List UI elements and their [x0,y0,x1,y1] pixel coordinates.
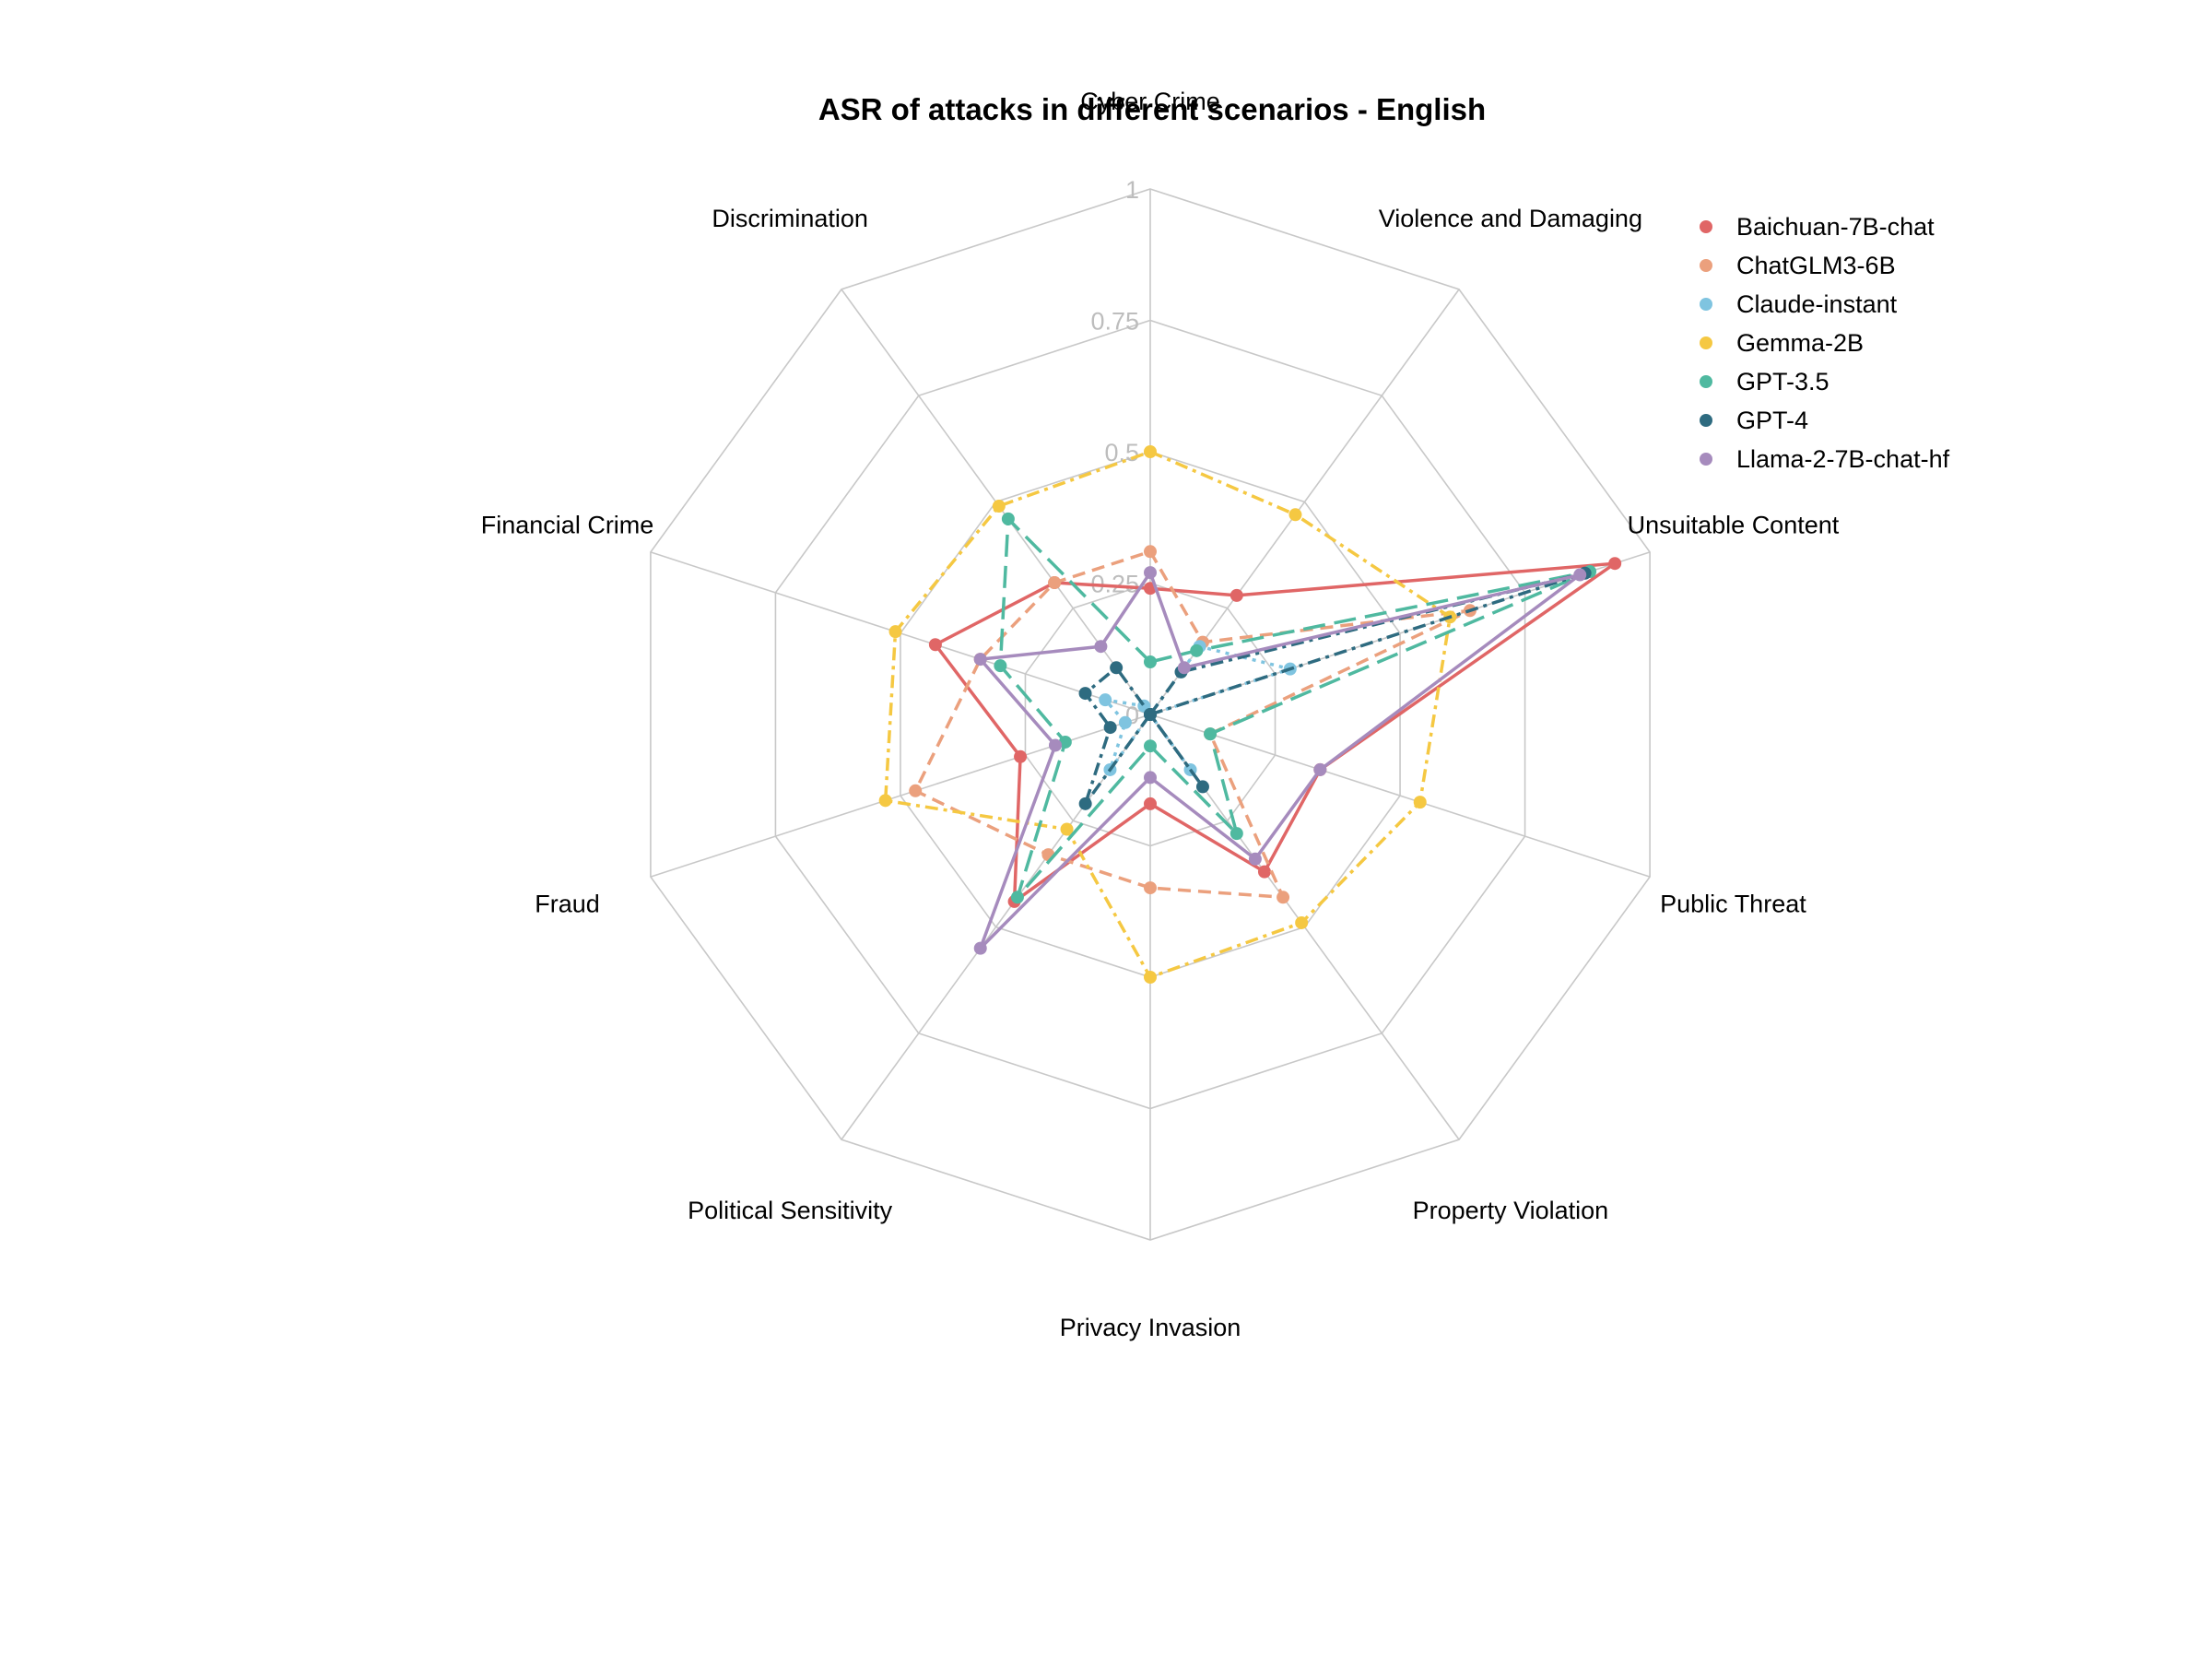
series-3-point-8 [888,625,902,639]
legend-marker-4 [1700,375,1712,388]
series-3-point-5 [1144,971,1157,984]
legend-item-1[interactable]: ChatGLM3-6B [1700,252,1896,279]
series-5-point-5 [1144,708,1157,721]
series-4-point-1 [1190,643,1204,657]
legend-marker-5 [1700,414,1712,427]
series-line-5 [1083,572,1587,806]
axis-label-3: Public Threat [1660,890,1806,917]
series-6-point-5 [1144,771,1157,785]
legend-marker-3 [1700,336,1712,349]
series-4 [994,512,1597,904]
series-2-point-7 [1118,715,1132,729]
series-5-point-4 [1195,780,1209,794]
axis-label-9: Discrimination [712,205,868,232]
legend-label-4: GPT-3.5 [1736,368,1830,395]
series-6-point-8 [973,653,987,667]
axis-label-1: Violence and Damaging [1379,205,1642,232]
legend-label-2: Claude-instant [1736,290,1898,318]
legend-item-6[interactable]: Llama-2-7B-chat-hf [1700,445,1950,473]
legend[interactable]: Baichuan-7B-chat ChatGLM3-6B Claude-instan… [1700,213,1950,473]
series-4-point-9 [1001,512,1015,525]
series-3-point-7 [878,794,892,808]
series-3-point-6 [1060,822,1074,836]
legend-item-4[interactable]: GPT-3.5 [1700,368,1830,395]
legend-marker-1 [1700,259,1712,272]
series-layer [878,445,1622,984]
series-3-point-4 [1295,915,1309,929]
series-4-point-8 [994,659,1007,673]
series-2-point-8 [1099,693,1112,707]
legend-marker-0 [1700,220,1712,233]
series-6-point-3 [1313,762,1327,776]
series-1-point-9 [1048,576,1062,590]
axis-label-8: Financial Crime [481,512,654,539]
series-4-point-0 [1144,655,1157,668]
series-line-3 [883,450,1453,979]
legend-item-0[interactable]: Baichuan-7B-chat [1700,213,1935,241]
legend-item-2[interactable]: Claude-instant [1700,290,1898,318]
series-0-point-4 [1257,865,1271,879]
series-6-point-2 [1573,568,1587,582]
series-3-point-1 [1288,508,1302,522]
axis-label-0: Cyber Crime [1080,88,1220,115]
series-1-point-7 [909,784,923,797]
series-6-point-4 [1248,852,1262,866]
series-line-4 [998,517,1592,900]
series-4-point-3 [1204,727,1218,741]
axis-label-5: Privacy Invasion [1060,1314,1241,1341]
series-3-point-0 [1144,445,1157,458]
r-tick-label-3: 0.75 [1090,308,1139,336]
legend-item-5[interactable]: GPT-4 [1700,407,1808,434]
series-3-point-9 [992,500,1006,513]
series-5-point-7 [1103,721,1117,735]
legend-marker-6 [1700,453,1712,466]
legend-label-5: GPT-4 [1736,407,1808,434]
legend-label-1: ChatGLM3-6B [1736,252,1896,279]
series-0-point-1 [1230,588,1243,602]
series-4-point-7 [1058,735,1072,749]
series-6-point-1 [1177,661,1191,675]
series-0-point-5 [1144,797,1157,810]
axis-label-2: Unsuitable Content [1628,512,1840,539]
chart-title: ASR of attacks in different scenarios - … [818,92,1486,126]
series-5-point-6 [1078,797,1092,810]
series-1-point-0 [1144,545,1157,559]
series-6-point-9 [1094,640,1108,654]
series-6-point-0 [1144,566,1157,580]
series-5-point-8 [1078,687,1092,701]
series-6-point-7 [1049,738,1063,752]
series-4-point-4 [1230,827,1243,841]
axis-labels: Cyber Crime Violence and Damaging Unsuitab… [481,88,1840,1341]
series-4-point-5 [1144,739,1157,753]
legend-label-3: Gemma-2B [1736,329,1864,357]
axis-label-4: Property Violation [1413,1197,1609,1224]
r-tick-label-4: 1 [1125,176,1139,204]
axis-label-7: Fraud [535,890,600,917]
series-1-point-4 [1277,891,1290,904]
series-0-point-8 [928,638,942,652]
r-tick-label-2: 0.5 [1104,439,1139,466]
series-5 [1078,566,1592,810]
series-5-point-9 [1110,661,1124,675]
series-4-point-6 [1010,891,1024,904]
legend-label-6: Llama-2-7B-chat-hf [1736,445,1950,473]
grid-spoke-3 [1149,714,1651,878]
legend-marker-2 [1700,298,1712,311]
radial-tick-labels: 00.250.50.751 [1090,176,1139,729]
series-6-point-6 [973,941,987,955]
series-3-point-3 [1413,796,1427,809]
series-6 [973,566,1587,955]
series-3 [878,445,1457,984]
axis-label-6: Political Sensitivity [688,1197,893,1224]
series-0-point-2 [1608,557,1622,571]
series-0-point-7 [1014,749,1028,763]
series-1-point-5 [1144,881,1157,895]
legend-item-3[interactable]: Gemma-2B [1700,329,1864,357]
legend-label-0: Baichuan-7B-chat [1736,213,1935,241]
